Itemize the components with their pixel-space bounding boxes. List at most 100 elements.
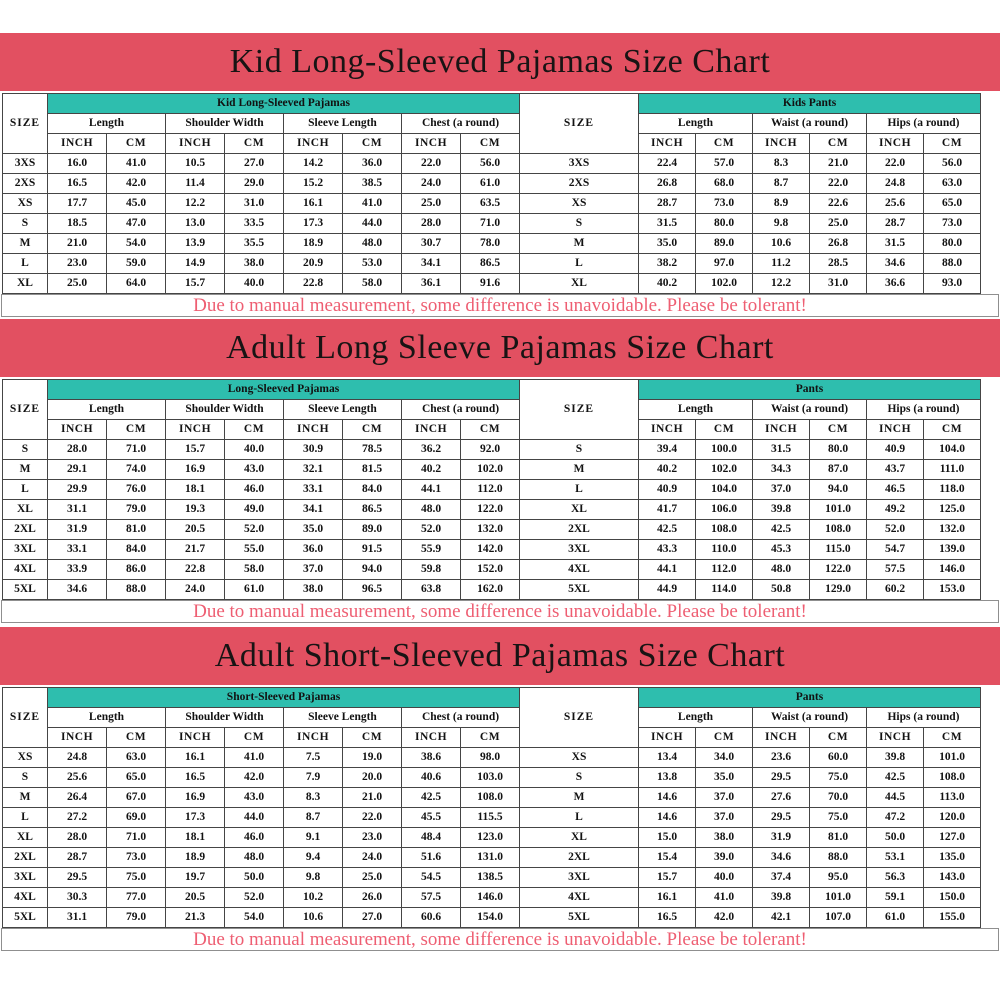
inch-unit-header: INCH [638,419,696,440]
size-label: 2XL [519,519,639,540]
value-cell: 40.0 [695,867,753,888]
value-cell: 53.1 [866,847,924,868]
value-cell: 37.0 [752,479,810,500]
value-cell: 48.0 [342,233,402,254]
value-cell: 17.3 [165,807,225,828]
value-cell: 14.6 [638,787,696,808]
cm-unit-header: CM [460,419,520,440]
value-cell: 37.0 [695,787,753,808]
value-cell: 54.7 [866,539,924,560]
value-cell: 107.0 [809,907,867,928]
value-cell: 44.5 [866,787,924,808]
value-cell: 152.0 [460,559,520,580]
value-cell: 48.0 [401,499,461,520]
cm-unit-header: CM [809,419,867,440]
value-cell: 57.5 [401,887,461,908]
measurement-group-header: Hips (a round) [866,113,981,134]
size-label: 5XL [519,579,639,600]
value-cell: 84.0 [342,479,402,500]
value-cell: 27.6 [752,787,810,808]
value-cell: 7.5 [283,747,343,768]
right-table-title: Pants [638,687,981,708]
value-cell: 22.6 [809,193,867,214]
size-label: L [2,253,48,274]
cm-unit-header: CM [224,419,284,440]
size-label: XS [519,747,639,768]
value-cell: 146.0 [923,559,981,580]
value-cell: 22.0 [401,153,461,174]
value-cell: 129.0 [809,579,867,600]
value-cell: 58.0 [224,559,284,580]
value-cell: 36.0 [283,539,343,560]
value-cell: 42.5 [752,519,810,540]
value-cell: 10.5 [165,153,225,174]
value-cell: 31.1 [47,907,107,928]
value-cell: 52.0 [401,519,461,540]
size-column-header: SIZE [519,379,639,440]
value-cell: 28.5 [809,253,867,274]
value-cell: 46.0 [224,479,284,500]
value-cell: 79.0 [106,907,166,928]
value-cell: 108.0 [460,787,520,808]
value-cell: 40.9 [866,439,924,460]
value-cell: 86.5 [342,499,402,520]
value-cell: 21.0 [47,233,107,254]
value-cell: 12.2 [165,193,225,214]
value-cell: 46.5 [866,479,924,500]
table-row: L 23.0 59.0 14.9 38.0 20.9 53.0 34.1 86.5 L 38.2 97… [2,253,981,274]
value-cell: 30.3 [47,887,107,908]
table-row: 2XL 28.7 73.0 18.9 48.0 9.4 24.0 51.6 131.0 2XL 15… [2,847,981,868]
value-cell: 91.5 [342,539,402,560]
cm-unit-header: CM [342,419,402,440]
value-cell: 84.0 [106,539,166,560]
value-cell: 7.9 [283,767,343,788]
value-cell: 110.0 [695,539,753,560]
value-cell: 100.0 [695,439,753,460]
value-cell: 74.0 [106,459,166,480]
value-cell: 30.9 [283,439,343,460]
value-cell: 43.0 [224,787,284,808]
measurement-note: Due to manual measurement, some differen… [1,928,999,951]
value-cell: 154.0 [460,907,520,928]
size-label: XL [2,827,48,848]
value-cell: 27.0 [224,153,284,174]
value-cell: 8.7 [283,807,343,828]
value-cell: 22.0 [866,153,924,174]
value-cell: 111.0 [923,459,981,480]
value-cell: 81.0 [106,519,166,540]
value-cell: 59.0 [106,253,166,274]
measurement-group-header: Hips (a round) [866,707,981,728]
value-cell: 21.0 [342,787,402,808]
value-cell: 26.0 [342,887,402,908]
value-cell: 48.4 [401,827,461,848]
value-cell: 51.6 [401,847,461,868]
cm-unit-header: CM [106,727,166,748]
value-cell: 20.5 [165,887,225,908]
value-cell: 31.0 [809,273,867,294]
section-title: Adult Short-Sleeved Pajamas Size Chart [214,637,786,674]
value-cell: 8.3 [752,153,810,174]
cm-unit-header: CM [106,133,166,154]
section-kid-long-sleeved: Kid Long-Sleeved Pajamas Size Chart SIZE… [0,33,1000,317]
value-cell: 64.0 [106,273,166,294]
value-cell: 22.0 [809,173,867,194]
adult-short-size-table: SIZE Short-Sleeved Pajamas SIZE Pants Length… [2,687,1000,928]
value-cell: 89.0 [695,233,753,254]
size-label: 3XL [2,539,48,560]
value-cell: 18.1 [165,479,225,500]
value-cell: 93.0 [923,273,981,294]
inch-unit-header: INCH [283,133,343,154]
value-cell: 30.7 [401,233,461,254]
inch-unit-header: INCH [401,727,461,748]
section-adult-short-sleeved: Adult Short-Sleeved Pajamas Size Chart S… [0,627,1000,951]
size-label: S [519,767,639,788]
table-row: 4XL 33.9 86.0 22.8 58.0 37.0 94.0 59.8 152.0 4XL 4… [2,559,981,580]
table-row: XS 24.8 63.0 16.1 41.0 7.5 19.0 38.6 98.0 XS 13.4 3… [2,747,981,768]
value-cell: 20.0 [342,767,402,788]
kid-section-banner: Kid Long-Sleeved Pajamas Size Chart [0,33,1000,91]
value-cell: 32.1 [283,459,343,480]
table-row: L 27.2 69.0 17.3 44.0 8.7 22.0 45.5 115.5 L 14.6 37… [2,807,981,828]
value-cell: 33.1 [283,479,343,500]
value-cell: 41.0 [342,193,402,214]
value-cell: 28.7 [866,213,924,234]
